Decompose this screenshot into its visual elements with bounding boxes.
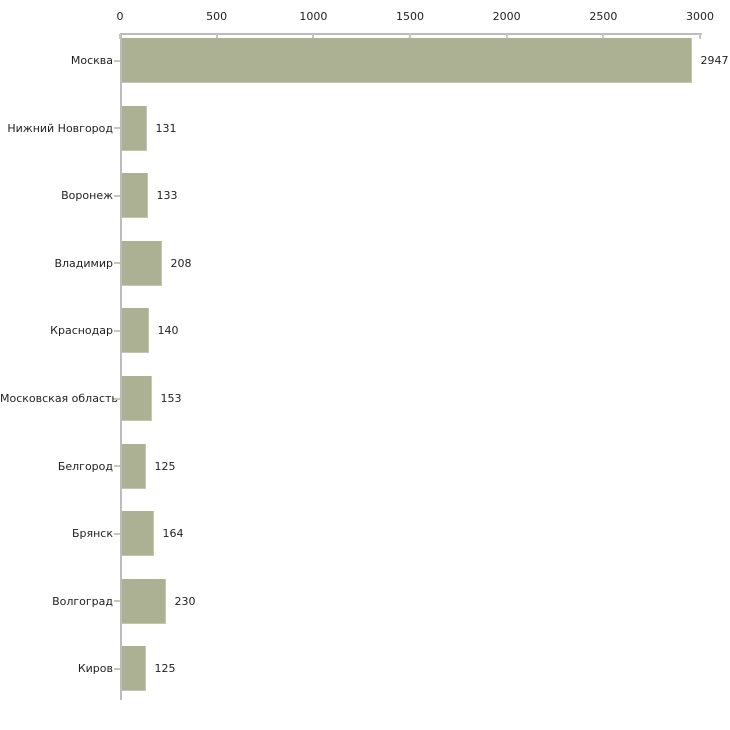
category-label: Воронеж [61,189,113,203]
category-label: Киров [77,662,113,676]
category-label: Московская область [0,392,118,405]
category-tick-mark [114,397,120,400]
category-tick-mark [114,465,120,468]
category-label: Москва [70,54,113,67]
x-tick-label: 0 [116,10,124,23]
y-axis-line [120,33,122,700]
value-label: 133 [156,189,178,203]
value-label: 164 [162,527,184,541]
x-tick-label: 2500 [589,10,618,23]
bar [121,240,162,286]
x-tick-mark [505,34,508,39]
value-label: 153 [160,392,182,405]
value-label: 131 [155,121,177,135]
bar [121,376,152,421]
category-tick-mark [114,600,120,603]
bar [121,38,692,83]
category-tick-mark [114,59,120,62]
value-label: 230 [174,594,196,608]
bar [121,443,146,489]
x-tick-mark [312,34,315,39]
category-tick-mark [114,667,120,670]
bar [121,646,146,692]
category-label: Волгоград [52,594,113,608]
value-label: 208 [170,256,192,270]
x-tick-label: 2000 [492,10,521,23]
x-tick-label: 1000 [299,10,328,23]
value-label: 2947 [700,54,729,67]
value-label: 140 [157,324,179,338]
category-label: Нижний Новгород [7,121,113,135]
category-tick-mark [114,127,120,130]
category-tick-mark [114,532,120,535]
x-tick-mark [119,34,121,39]
category-tick-mark [114,194,120,197]
category-label: Владимир [54,256,113,270]
x-tick-label: 3000 [686,10,714,23]
bar [121,105,147,151]
category-label: Краснодар [50,324,113,338]
category-label: Белгород [57,459,113,473]
value-label: 125 [154,662,176,676]
x-tick-mark [215,34,218,39]
x-tick-mark [699,34,701,39]
x-tick-mark [409,34,411,39]
category-tick-mark [114,329,120,332]
bar [121,308,149,354]
bar [121,511,154,557]
x-tick-label: 500 [206,10,228,23]
bar [121,173,148,219]
category-label: Брянск [71,527,113,541]
category-tick-mark [114,262,120,265]
value-label: 125 [154,459,176,473]
x-tick-label: 1500 [396,10,424,23]
x-axis-line [120,33,702,35]
x-tick-mark [602,34,605,39]
bar [121,578,166,624]
